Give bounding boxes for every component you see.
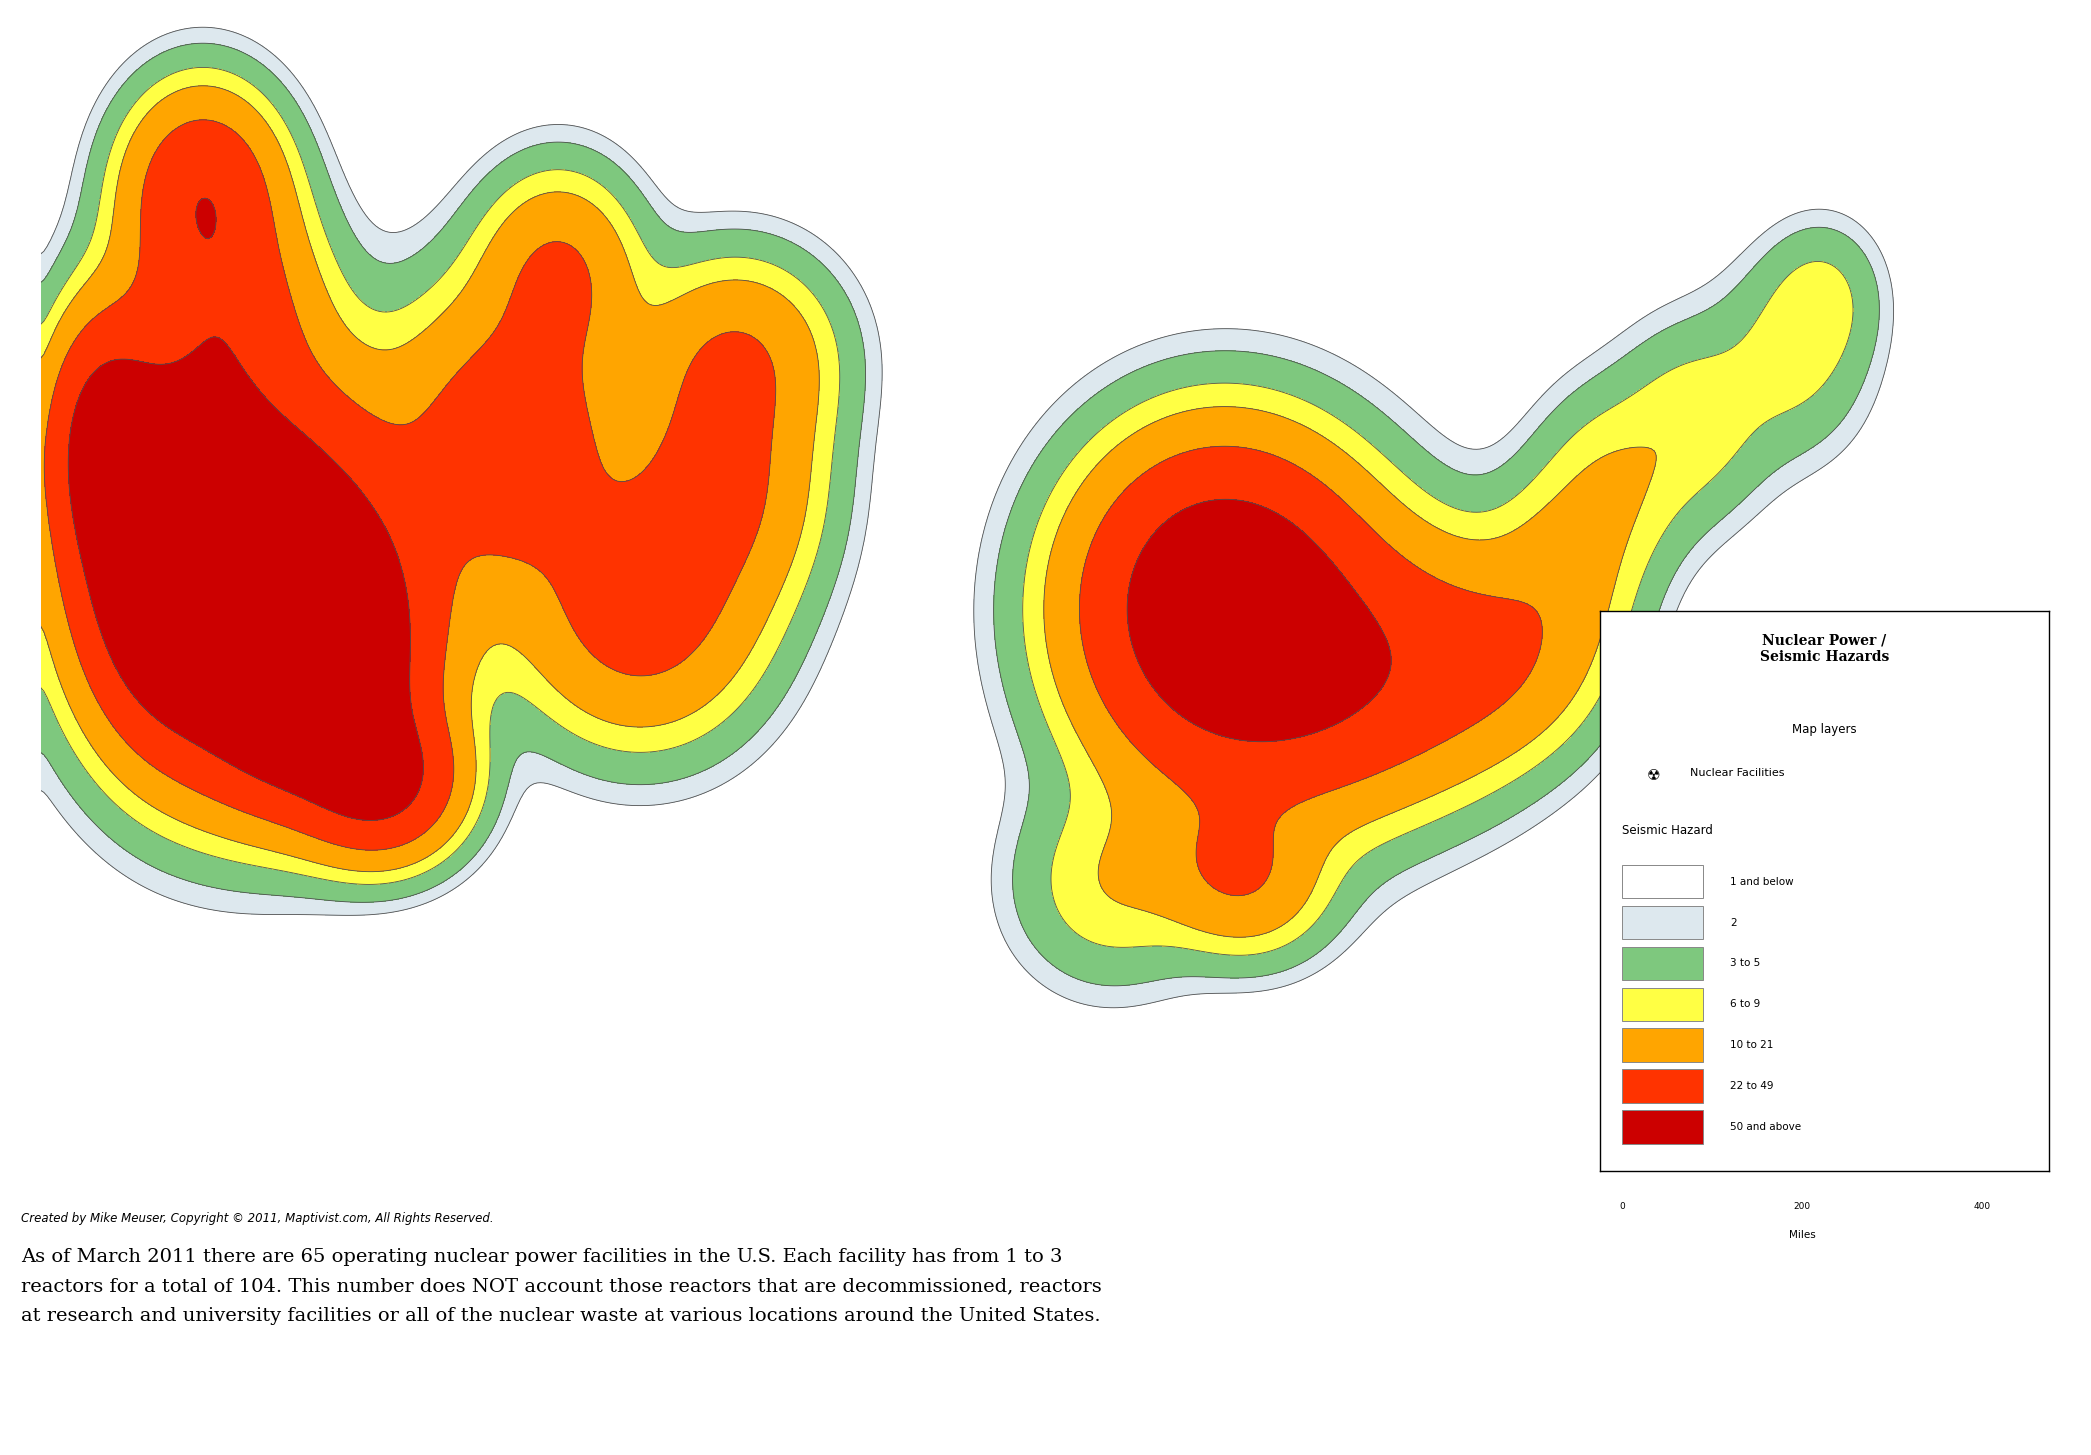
Text: 10 to 21: 10 to 21	[1729, 1040, 1773, 1051]
Text: Map layers: Map layers	[1792, 723, 1857, 736]
Text: 2: 2	[1729, 918, 1738, 927]
Text: Miles: Miles	[1788, 1229, 1815, 1240]
Text: Nuclear Facilities: Nuclear Facilities	[1690, 768, 1784, 778]
Bar	[1623, 1029, 1702, 1062]
Bar	[1623, 1069, 1702, 1103]
Text: 3 to 5: 3 to 5	[1729, 959, 1761, 969]
Bar	[1623, 988, 1702, 1021]
Bar	[1623, 864, 1702, 899]
Bar	[1623, 947, 1702, 981]
Text: Created by Mike Meuser, Copyright © 2011, Maptivist.com, All Rights Reserved.: Created by Mike Meuser, Copyright © 2011…	[21, 1212, 493, 1225]
Text: 6 to 9: 6 to 9	[1729, 1000, 1761, 1010]
Bar	[1623, 1110, 1702, 1144]
Text: 50 and above: 50 and above	[1729, 1122, 1800, 1132]
Text: Nuclear Power /
Seismic Hazards: Nuclear Power / Seismic Hazards	[1761, 633, 1888, 663]
Text: 0: 0	[1618, 1202, 1625, 1211]
Text: Seismic Hazard: Seismic Hazard	[1623, 824, 1713, 837]
Text: ☢: ☢	[1648, 768, 1660, 783]
Text: 200: 200	[1794, 1202, 1811, 1211]
Text: As of March 2011 there are 65 operating nuclear power facilities in the U.S. Eac: As of March 2011 there are 65 operating …	[21, 1247, 1102, 1326]
Text: 1 and below: 1 and below	[1729, 877, 1794, 886]
Text: 400: 400	[1974, 1202, 1991, 1211]
Bar	[1623, 906, 1702, 940]
Text: 22 to 49: 22 to 49	[1729, 1081, 1773, 1091]
